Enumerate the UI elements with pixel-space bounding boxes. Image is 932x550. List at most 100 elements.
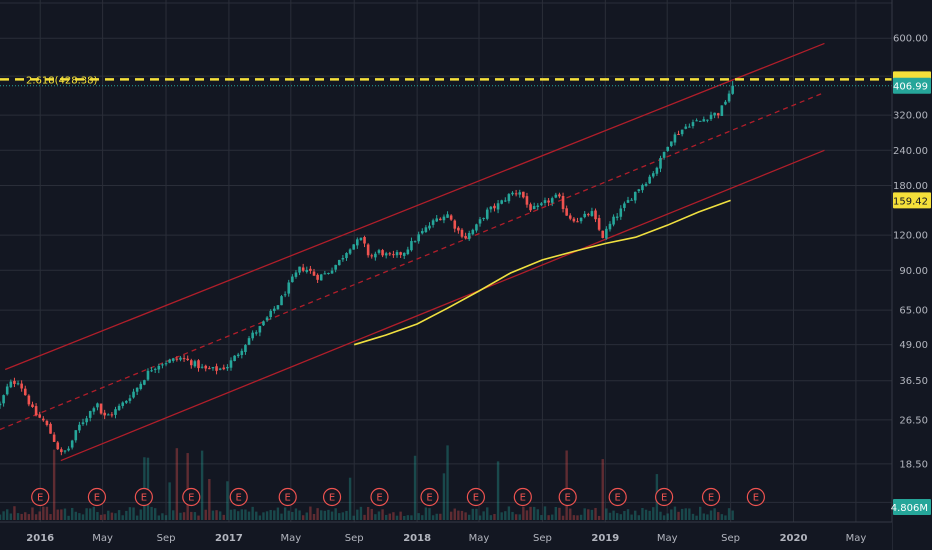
candle-body — [273, 308, 276, 311]
candle-body — [496, 203, 500, 210]
candle-body — [446, 214, 449, 218]
candle — [146, 368, 150, 381]
channel-bound-line — [4, 42, 825, 371]
volume-bar — [428, 508, 431, 520]
earnings-marker: E — [278, 487, 297, 507]
earnings-marker: E — [558, 487, 577, 507]
volume-bar — [442, 473, 446, 520]
candle — [27, 394, 31, 407]
volume-bar — [121, 515, 124, 520]
price-tick-label: 240.00 — [893, 146, 928, 157]
candle-body — [464, 235, 467, 239]
volume-bar — [623, 511, 626, 520]
candle — [280, 294, 283, 306]
volume-bar — [652, 507, 655, 520]
candle-body — [688, 126, 691, 128]
candle — [590, 207, 594, 217]
candle — [471, 228, 475, 236]
candle — [42, 416, 45, 422]
candlestick-series — [0, 80, 734, 456]
candle — [168, 358, 171, 364]
candle — [244, 344, 247, 355]
candle-body — [283, 294, 287, 296]
earnings-marker: E — [229, 487, 248, 507]
earnings-marker-label: E — [426, 493, 432, 504]
candle — [103, 409, 106, 420]
candle-body — [511, 192, 514, 195]
volume-bar — [374, 514, 377, 520]
candle — [294, 270, 298, 279]
volume-bar — [60, 509, 63, 520]
volume-bar — [96, 512, 99, 520]
candle-body — [702, 119, 706, 122]
volume-bar — [709, 510, 713, 520]
candle — [605, 226, 608, 240]
volume-bar — [287, 510, 290, 520]
volume-bar — [168, 482, 171, 520]
volume-bar — [406, 515, 410, 520]
candle — [161, 363, 164, 369]
volume-bar — [543, 506, 547, 520]
candle — [576, 217, 579, 223]
candle-body — [161, 364, 164, 366]
candle — [724, 100, 727, 106]
candle-body — [605, 228, 608, 239]
candle — [236, 352, 240, 358]
candle-body — [536, 205, 540, 207]
volume-bar — [673, 506, 677, 520]
volume-bar — [186, 453, 189, 520]
volume-bar — [594, 507, 597, 520]
candle — [392, 250, 395, 258]
earnings-marker-circle — [134, 487, 153, 507]
volume-bar — [99, 514, 103, 520]
volume-bar — [182, 512, 186, 520]
candle — [34, 403, 38, 417]
ma-price-tag-text: 159.42 — [893, 196, 928, 207]
candle-body — [348, 249, 352, 254]
volume-bar — [583, 508, 586, 520]
volume-bar — [381, 509, 384, 520]
volume-bar — [547, 515, 550, 520]
candle — [460, 228, 464, 239]
price-tick-label: 600.00 — [893, 34, 928, 45]
candle — [218, 367, 222, 371]
volume-bar — [125, 510, 128, 520]
volume-bar — [251, 506, 254, 520]
candle — [637, 188, 641, 193]
time-tick-label: Sep — [157, 533, 176, 544]
candle-body — [731, 85, 734, 94]
volume-bar — [2, 511, 5, 520]
candle — [384, 251, 388, 259]
candle — [0, 401, 2, 409]
volume-bar — [377, 511, 381, 520]
candle — [522, 191, 525, 199]
volume-bar — [522, 506, 525, 520]
candle — [23, 385, 27, 396]
candle — [475, 223, 478, 233]
volume-bar — [139, 509, 142, 520]
candle-body — [125, 400, 128, 403]
fib-extension-level[interactable]: 2.618(428.38) — [0, 75, 892, 86]
volume-bar — [478, 515, 482, 520]
volume-tag-text: 4.806M — [891, 503, 928, 514]
candle-body — [572, 218, 576, 222]
candle — [193, 359, 197, 368]
time-axis-panel[interactable] — [0, 522, 892, 550]
candle-body — [677, 133, 680, 135]
volume-bar — [190, 511, 193, 520]
candle-body — [186, 358, 189, 360]
candle — [269, 309, 272, 320]
candle-body — [644, 183, 648, 186]
candle-body — [565, 208, 568, 216]
candle-body — [20, 383, 23, 389]
volume-bar — [298, 510, 301, 520]
candle — [446, 211, 449, 218]
candle-body — [128, 398, 132, 401]
volume-bar — [218, 511, 222, 520]
candle — [341, 255, 345, 262]
candle-body — [157, 365, 161, 370]
candle — [489, 205, 493, 213]
earnings-marker-circle — [746, 487, 765, 507]
candle-body — [197, 360, 200, 369]
